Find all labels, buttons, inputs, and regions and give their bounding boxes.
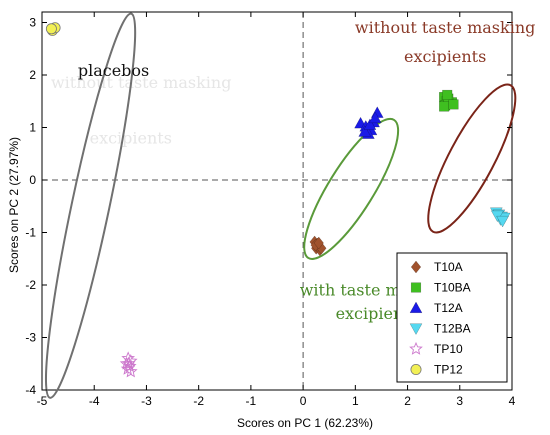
y-tick-label: 3 — [29, 16, 36, 30]
y-tick-label: 1 — [29, 121, 36, 135]
legend-label-t10ba: T10BA — [434, 281, 471, 295]
y-tick-label: 0 — [29, 173, 36, 187]
annotation-placebos: placebos — [78, 61, 149, 80]
point-tp12 — [45, 23, 57, 35]
faint-text-layer: without taste masking excipients — [51, 73, 231, 147]
group-ellipse-1 — [303, 117, 400, 260]
annotation-without1: without taste masking — [355, 18, 535, 37]
x-axis-label: Scores on PC 1 (62.23%) — [237, 416, 373, 430]
legend-marker-t12ba — [409, 323, 423, 336]
legend-items: T10A T10BA T12A T12BA TP10 TP12 — [409, 260, 471, 377]
y-tick-label: -3 — [25, 331, 36, 345]
point-tp10 — [121, 356, 136, 370]
point-t10ba — [442, 89, 453, 101]
legend-label-t12ba: T12BA — [434, 322, 471, 336]
legend-label-tp12: TP12 — [434, 363, 463, 377]
x-tick-label: 2 — [404, 394, 411, 408]
legend: T10A T10BA T12A T12BA TP10 TP12 — [396, 252, 508, 383]
point-tp10 — [123, 364, 138, 378]
legend-label-t12a: T12A — [434, 301, 463, 315]
point-t12a — [368, 111, 382, 124]
legend-box — [396, 252, 508, 383]
x-tick-label: -3 — [141, 394, 152, 408]
point-t12a — [363, 118, 377, 130]
x-tick-label: 0 — [300, 394, 307, 408]
x-tick-label: -4 — [89, 394, 100, 408]
x-tick-label: -5 — [37, 394, 48, 408]
x-tick-label: 1 — [352, 394, 359, 408]
data-points — [45, 22, 511, 378]
y-tick-label: 2 — [29, 68, 36, 82]
zero-reference-lines — [42, 12, 512, 390]
group-ellipse-0 — [44, 12, 137, 399]
legend-marker-tp12 — [410, 363, 422, 375]
point-t10a — [313, 236, 324, 250]
faint-annotation-faint1: without taste masking — [51, 73, 231, 92]
y-tick-label: -4 — [25, 383, 36, 397]
x-tick-label: 4 — [509, 394, 516, 408]
legend-marker-t10ba — [410, 282, 422, 293]
legend-marker-t12a — [409, 301, 423, 314]
legend-marker-t10a — [410, 260, 422, 274]
faint-annotation-faint2: excipients — [90, 128, 172, 147]
point-t12a — [358, 125, 372, 137]
x-tick-label: -2 — [193, 394, 204, 408]
x-tick-label: 3 — [456, 394, 463, 408]
point-t10ba — [448, 99, 459, 110]
legend-marker-tp10 — [409, 341, 423, 355]
legend-label-tp10: TP10 — [434, 342, 463, 356]
annotation-without2: excipients — [404, 47, 486, 66]
legend-label-t10a: T10A — [434, 260, 463, 274]
y-tick-label: -1 — [25, 226, 36, 240]
x-tick-label: -1 — [246, 394, 257, 408]
group-ellipses — [44, 12, 517, 399]
y-tick-label: -2 — [25, 278, 36, 292]
point-t12ba — [496, 215, 510, 228]
point-t10ba — [439, 101, 450, 112]
group-ellipse-2 — [427, 83, 517, 234]
y-axis-label: Scores on PC 2 (27.97%) — [7, 137, 21, 273]
